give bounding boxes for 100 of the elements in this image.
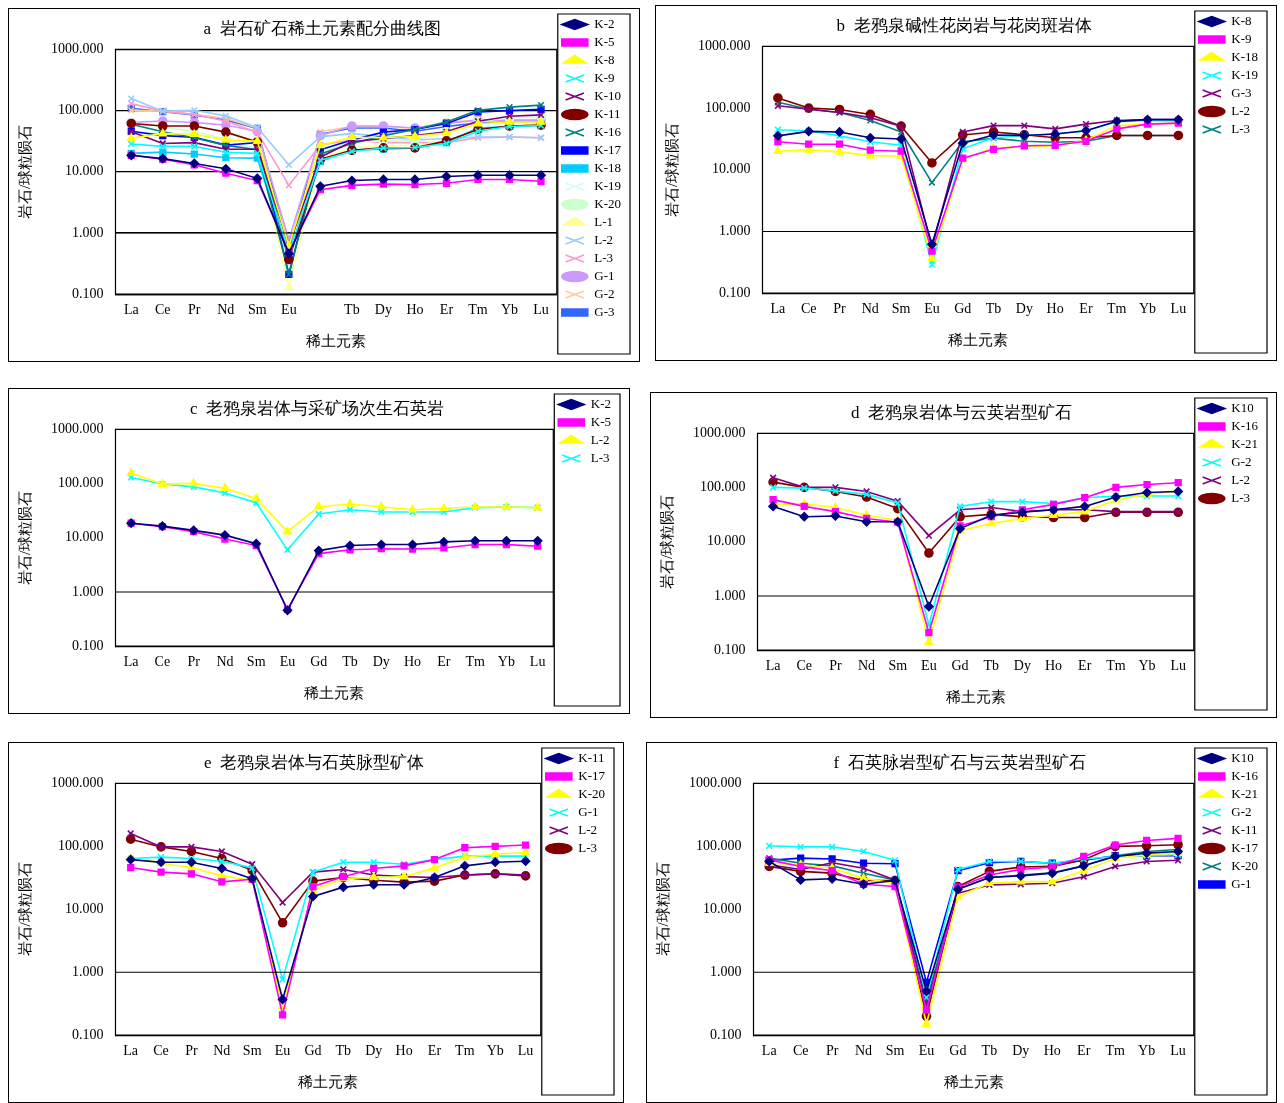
legend-label: K-21 xyxy=(1231,785,1258,801)
x-tick-label: Dy xyxy=(1012,1043,1030,1059)
legend-label: G-1 xyxy=(578,803,599,819)
legend-label: K-17 xyxy=(578,767,606,783)
x-tick-label: Sm xyxy=(242,1043,262,1059)
y-tick-label: 1.000 xyxy=(72,963,104,979)
legend-label: G-1 xyxy=(1231,875,1252,891)
x-tick-label: Er xyxy=(427,1043,442,1059)
x-tick-label: Pr xyxy=(188,302,201,318)
y-tick-label: 10.000 xyxy=(65,900,104,916)
legend-label: K-16 xyxy=(1231,767,1259,783)
legend-label: L-2 xyxy=(594,231,614,247)
x-tick-label: Nd xyxy=(855,1043,873,1059)
y-tick-label: 1000.000 xyxy=(693,425,746,441)
y-tick-label: 0.100 xyxy=(72,637,104,653)
x-axis-title: 稀土元素 xyxy=(306,332,367,349)
x-tick-label: Lu xyxy=(529,654,546,670)
legend-label: G-3 xyxy=(1231,84,1252,100)
x-tick-label: Tb xyxy=(985,301,1002,317)
legend-label: L-3 xyxy=(578,839,598,855)
x-tick-label: Gd xyxy=(310,654,328,670)
chart-title: b 老鸦泉碱性花岗岩与花岗斑岩体 xyxy=(836,15,1092,35)
y-tick-label: 100.000 xyxy=(696,838,742,854)
chart-title: c 老鸦泉岩体与采矿场次生石英岩 xyxy=(189,398,445,418)
y-axis-title: 岩石/球粒陨石 xyxy=(16,862,33,957)
x-tick-label: Sm xyxy=(888,658,908,674)
x-tick-label: Yb xyxy=(486,1043,504,1059)
x-tick-label: Tm xyxy=(465,654,485,670)
legend-label: G-2 xyxy=(594,285,615,301)
x-tick-label: Ce xyxy=(154,654,171,670)
y-tick-label: 10.000 xyxy=(65,529,104,545)
legend-label: K-20 xyxy=(578,785,605,801)
legend-label: K-16 xyxy=(1231,417,1259,433)
x-tick-label: Yb xyxy=(500,302,519,318)
legend-label: L-3 xyxy=(594,249,614,265)
legend-label: K-18 xyxy=(594,159,621,175)
x-tick-label: Ce xyxy=(792,1043,809,1059)
y-tick-label: 0.100 xyxy=(714,641,746,657)
x-tick-label: Ho xyxy=(406,302,424,318)
x-axis-title: 稀土元素 xyxy=(298,1073,359,1090)
x-tick-label: Sm xyxy=(891,301,911,317)
legend-label: K-18 xyxy=(1231,48,1258,64)
x-tick-label: Yb xyxy=(1139,301,1157,317)
x-tick-label: Lu xyxy=(517,1043,534,1059)
legend-label: K-5 xyxy=(590,413,611,429)
x-tick-label: Er xyxy=(437,654,451,670)
y-tick-label: 100.000 xyxy=(58,102,104,118)
x-tick-label: Lu xyxy=(533,302,549,318)
y-tick-label: 1000.000 xyxy=(51,775,104,791)
legend-label: L-3 xyxy=(1231,120,1251,136)
x-tick-label: Pr xyxy=(829,658,842,674)
y-axis-title: 岩石/球粒陨石 xyxy=(16,490,33,585)
chart-title: d 老鸦泉岩体与云英岩型矿石 xyxy=(851,402,1072,422)
x-tick-label: Tm xyxy=(1105,1043,1125,1059)
x-tick-label: La xyxy=(761,1043,778,1059)
x-tick-label: Gd xyxy=(949,1043,967,1059)
x-tick-label: Ce xyxy=(153,1043,169,1059)
y-tick-label: 1000.000 xyxy=(698,38,751,54)
x-tick-label: La xyxy=(770,301,787,317)
x-tick-label: Ho xyxy=(404,654,422,670)
legend-label: K-8 xyxy=(594,51,615,67)
x-tick-label: Gd xyxy=(951,658,969,674)
y-axis-title: 岩石/球粒陨石 xyxy=(658,494,675,589)
x-tick-label: Pr xyxy=(825,1043,839,1059)
y-tick-label: 0.100 xyxy=(710,1026,742,1042)
legend-label: L-2 xyxy=(578,821,598,837)
x-tick-label: Er xyxy=(1079,301,1093,317)
y-tick-label: 10.000 xyxy=(703,900,742,916)
x-tick-label: Tb xyxy=(335,1043,352,1059)
legend-label: K-8 xyxy=(1231,12,1252,28)
x-axis-title: 稀土元素 xyxy=(945,688,1006,705)
legend-label: L-1 xyxy=(594,213,614,229)
legend-label: L-2 xyxy=(590,431,610,447)
x-axis-title: 稀土元素 xyxy=(948,331,1009,348)
legend-label: K-2 xyxy=(594,15,615,31)
legend-label: K-17 xyxy=(594,141,622,157)
x-tick-label: Dy xyxy=(374,302,392,318)
x-tick-label: Tm xyxy=(468,302,488,318)
x-tick-label: Pr xyxy=(185,1043,198,1059)
y-tick-label: 100.000 xyxy=(58,838,104,854)
y-tick-label: 0.100 xyxy=(72,1026,104,1042)
chart-title: a 岩石矿石稀土元素配分曲线图 xyxy=(203,18,441,38)
legend-label: K-5 xyxy=(594,33,615,49)
legend-label: K10 xyxy=(1231,399,1254,415)
y-tick-label: 100.000 xyxy=(700,479,746,495)
y-tick-label: 1000.000 xyxy=(51,41,104,57)
x-tick-label: Pr xyxy=(833,301,847,317)
x-tick-label: Nd xyxy=(216,654,234,670)
legend-label: K-11 xyxy=(578,749,605,765)
legend-label: K-9 xyxy=(1231,30,1252,46)
y-tick-label: 1.000 xyxy=(714,587,746,603)
x-tick-label: Yb xyxy=(1138,658,1156,674)
x-tick-label: Tm xyxy=(1107,301,1127,317)
y-axis-title: 岩石/球粒陨石 xyxy=(663,122,680,217)
y-tick-label: 0.100 xyxy=(719,284,751,300)
y-tick-label: 1.000 xyxy=(72,583,104,599)
legend-label: L-3 xyxy=(590,449,610,465)
x-tick-label: Lu xyxy=(1170,658,1186,674)
x-axis-title: 稀土元素 xyxy=(304,684,365,701)
x-tick-label: Eu xyxy=(281,302,297,318)
